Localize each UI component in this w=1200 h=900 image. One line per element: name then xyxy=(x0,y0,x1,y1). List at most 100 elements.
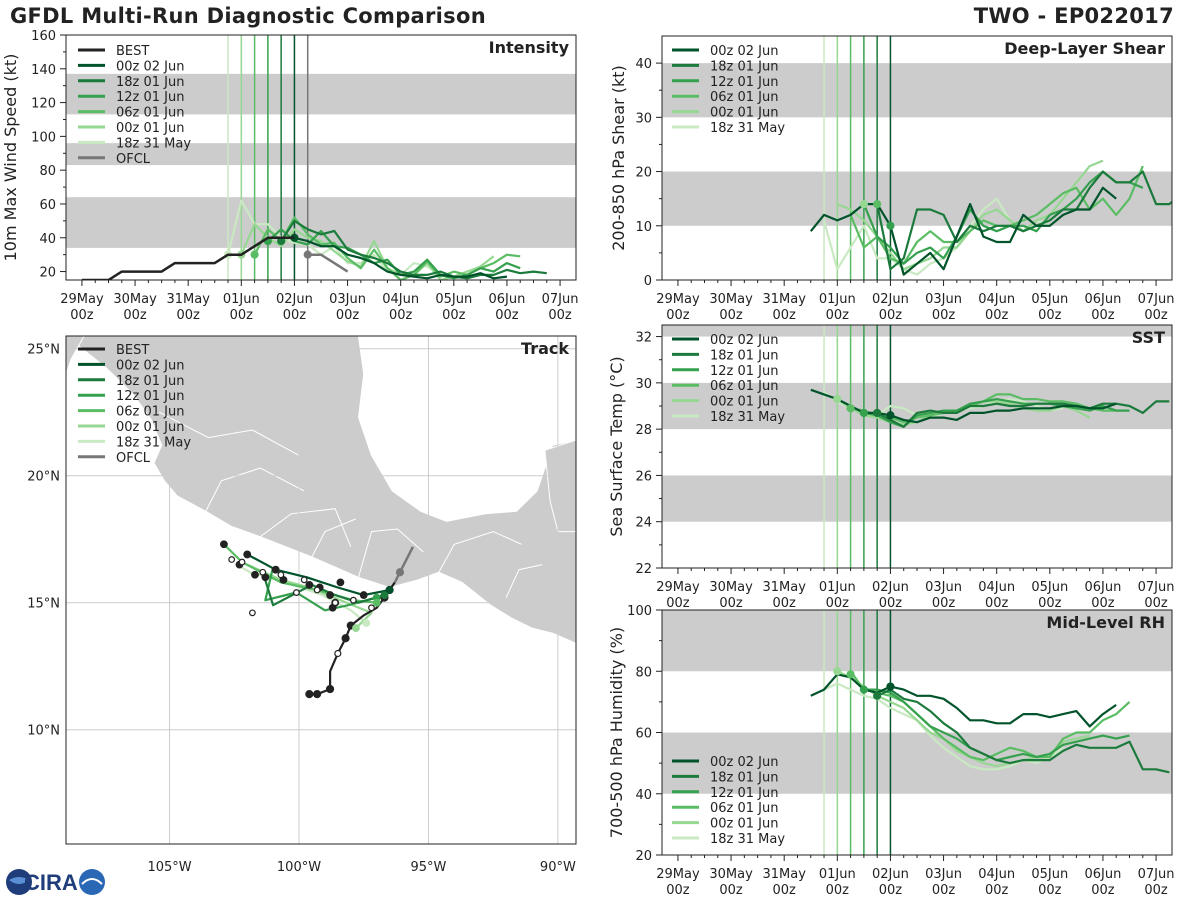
forecast-start-dot xyxy=(380,591,389,599)
legend-label: OFCL xyxy=(116,152,151,167)
threshold-band xyxy=(662,610,1172,672)
series-start-dot xyxy=(833,667,842,676)
y-tick-label: 100 xyxy=(627,604,652,619)
axes-frame xyxy=(65,34,577,281)
y-tick-label: 40 xyxy=(635,57,652,72)
track-position-dot xyxy=(220,540,228,549)
legend-label: 18z 01 Jun xyxy=(116,374,185,389)
track-open-dot xyxy=(259,568,267,576)
y-tick-label: 100 xyxy=(31,130,56,145)
series-start-dot xyxy=(859,685,868,694)
x-tick-date: 01Jun xyxy=(223,292,260,307)
y-tick-label: 26 xyxy=(635,469,652,484)
legend-label: 06z 01 Jun xyxy=(710,801,779,816)
panel-title: Mid-Level RH xyxy=(1046,613,1165,632)
y-tick-label: 20 xyxy=(635,849,652,864)
x-tick-date: 06Jun xyxy=(1085,867,1122,882)
legend-label: 00z 01 Jun xyxy=(710,395,779,410)
forecast-track-line xyxy=(223,543,377,604)
x-tick-hour: 00z xyxy=(177,308,201,323)
logo-swoosh-icon xyxy=(9,877,29,884)
series-start-dot xyxy=(846,404,855,413)
x-tick-hour: 00z xyxy=(879,596,903,611)
x-tick-hour: 00z xyxy=(442,308,466,323)
lat-tick-label: 25°N xyxy=(27,343,60,358)
legend-label: BEST xyxy=(116,343,149,358)
y-tick-label: 22 xyxy=(635,562,652,577)
track-position-dot xyxy=(359,591,368,599)
series-start-dot xyxy=(886,221,895,230)
storm-id-title: TWO - EP022017 xyxy=(973,4,1174,28)
legend-label: 06z 01 Jun xyxy=(710,379,779,394)
y-tick-label: 10 xyxy=(635,220,652,235)
legend-label: 18z 31 May xyxy=(710,832,785,847)
series-start-dot xyxy=(846,670,855,679)
state-border xyxy=(438,531,522,573)
rh-panel: 2040608010029May00z30May00z31May00z01Jun… xyxy=(607,604,1174,898)
legend-label: 18z 31 May xyxy=(116,435,191,450)
track-open-dot xyxy=(277,571,285,579)
panel-title: Track xyxy=(521,339,569,358)
track-open-dot xyxy=(300,576,308,584)
legend-label: 00z 01 Jun xyxy=(710,106,779,121)
x-tick-date: 02Jun xyxy=(872,580,909,595)
legend-label: 18z 01 Jun xyxy=(116,75,185,90)
x-tick-date: 01Jun xyxy=(819,292,856,307)
legend-label: 12z 01 Jun xyxy=(710,364,779,379)
y-tick-label: 40 xyxy=(39,232,56,247)
state-border xyxy=(358,528,424,578)
x-tick-hour: 00z xyxy=(719,883,743,898)
x-tick-date: 07Jun xyxy=(542,292,579,307)
x-tick-date: 05Jun xyxy=(1031,580,1068,595)
logo-text: CIRA xyxy=(24,870,78,895)
x-tick-hour: 00z xyxy=(985,596,1009,611)
x-tick-hour: 00z xyxy=(666,596,690,611)
state-border xyxy=(205,467,305,512)
threshold-band xyxy=(66,143,576,166)
y-tick-label: 30 xyxy=(635,377,652,392)
legend-label: 00z 01 Jun xyxy=(116,121,185,136)
legend-label: 18z 01 Jun xyxy=(710,770,779,785)
x-tick-hour: 00z xyxy=(985,883,1009,898)
y-tick-label: 140 xyxy=(31,63,56,78)
y-tick-label: 30 xyxy=(635,111,652,126)
x-tick-hour: 00z xyxy=(1038,308,1062,323)
panel-title: Intensity xyxy=(489,38,570,57)
best-track-dot xyxy=(341,634,350,643)
track-open-dot xyxy=(331,599,339,607)
x-tick-hour: 00z xyxy=(389,308,413,323)
y-tick-label: 32 xyxy=(635,331,652,346)
y-axis-label: 700-500 hPa Humidity (%) xyxy=(607,627,626,838)
forecast-track-line xyxy=(246,553,390,597)
legend-label: 00z 02 Jun xyxy=(710,333,779,348)
x-tick-date: 03Jun xyxy=(925,867,962,882)
ofcl-line xyxy=(307,253,349,273)
intensity-panel: 2040608010012014016029May00z30May00z31Ma… xyxy=(1,29,578,323)
track-open-dot xyxy=(238,558,246,566)
y-tick-label: 24 xyxy=(635,516,652,531)
track-position-dot xyxy=(336,578,345,587)
series-start-dot xyxy=(886,682,895,691)
axes-frame xyxy=(65,335,577,845)
x-tick-date: 29May xyxy=(60,292,104,307)
logo-emblem-icon xyxy=(79,869,105,895)
x-tick-date: 31May xyxy=(166,292,210,307)
x-tick-hour: 00z xyxy=(548,308,572,323)
x-tick-date: 05Jun xyxy=(1031,867,1068,882)
series-line xyxy=(280,219,547,280)
x-tick-date: 30May xyxy=(709,580,753,595)
forecast-start-dot xyxy=(385,586,394,594)
axes-frame xyxy=(661,324,1173,569)
y-tick-label: 0 xyxy=(644,274,652,289)
panel-title: Deep-Layer Shear xyxy=(1004,39,1165,58)
x-tick-hour: 00z xyxy=(1091,308,1115,323)
legend-label: 06z 01 Jun xyxy=(710,90,779,105)
x-tick-hour: 00z xyxy=(773,883,797,898)
forecast-track-line xyxy=(246,563,373,629)
track-position-dot xyxy=(326,591,334,599)
series-line xyxy=(862,170,1144,265)
land-baja xyxy=(66,336,85,375)
x-tick-hour: 00z xyxy=(932,596,956,611)
x-tick-hour: 00z xyxy=(879,883,903,898)
